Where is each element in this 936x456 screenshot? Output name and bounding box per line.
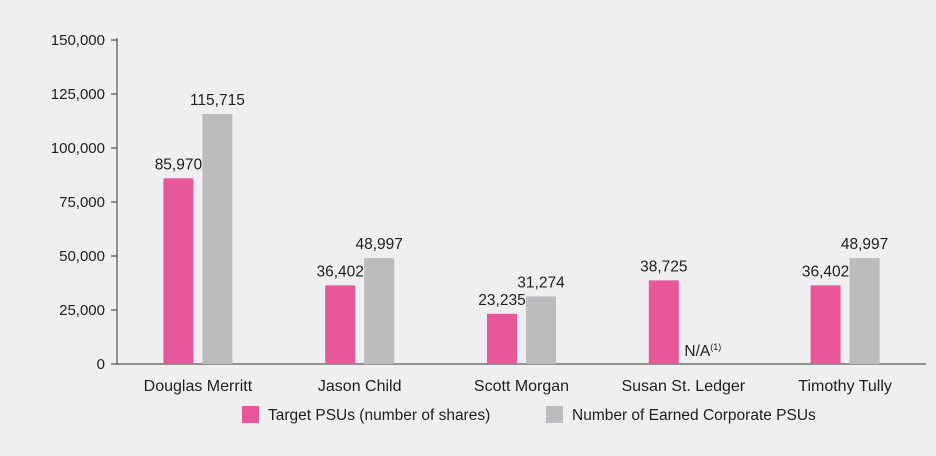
chart-axes [116,38,926,365]
footnote-marker: (1) [710,342,721,352]
chart-legend: Target PSUs (number of shares) Number of … [242,406,816,424]
category-label: Jason Child [318,378,402,395]
data-label: 85,970 [155,156,203,173]
bar-earned [364,258,395,364]
data-label-value: 36,402 [316,263,363,280]
data-label-value: N/A [684,343,711,360]
data-label: 36,402 [316,263,363,280]
data-label-value: 115,715 [190,92,245,109]
category-label: Scott Morgan [474,378,569,395]
data-label: 36,402 [802,263,849,280]
data-label: 31,274 [517,274,565,291]
bar-earned [202,114,233,364]
y-tick-label: 150,000 [51,32,105,49]
y-tick-label: 125,000 [51,86,105,103]
legend-swatch [546,406,563,423]
y-axis-ticks: 0 25,000 50,000 75,000 100,000 125,000 150,000 [51,32,117,373]
data-label: 38,725 [640,258,687,275]
data-label-value: 85,970 [155,156,203,173]
legend-swatch [242,406,259,423]
data-label: 23,235 [478,292,525,309]
data-label-value: 23,235 [478,292,525,309]
category-label: Timothy Tully [798,378,892,395]
legend-label: Number of Earned Corporate PSUs [572,407,816,424]
category-label: Susan St. Ledger [621,378,745,395]
data-label-value: 38,725 [640,258,687,275]
data-label: N/A(1) [684,342,721,360]
data-label-value: 48,997 [841,236,888,253]
x-axis-categories: Douglas Merritt Jason Child Scott Morgan Su… [144,378,892,395]
y-tick-label: 0 [97,356,105,373]
y-tick-label: 100,000 [51,140,105,157]
data-label: 115,715 [190,92,245,109]
bar-target [648,280,679,364]
data-label-value: 31,274 [517,274,565,291]
bar-target [163,178,194,364]
legend-label: Target PSUs (number of shares) [268,407,490,424]
data-label-value: 36,402 [802,263,849,280]
y-tick-label: 25,000 [59,302,105,319]
bar-earned [526,296,556,364]
y-tick-label: 75,000 [59,194,105,211]
data-label: 48,997 [355,236,402,253]
data-label: 48,997 [841,236,888,253]
category-label: Douglas Merritt [144,378,253,395]
data-label-value: 48,997 [355,236,402,253]
bar-target [325,285,356,364]
y-tick-label: 50,000 [59,248,105,265]
bar-target [810,285,841,364]
bar-target [487,313,517,364]
bar-earned [849,258,880,364]
